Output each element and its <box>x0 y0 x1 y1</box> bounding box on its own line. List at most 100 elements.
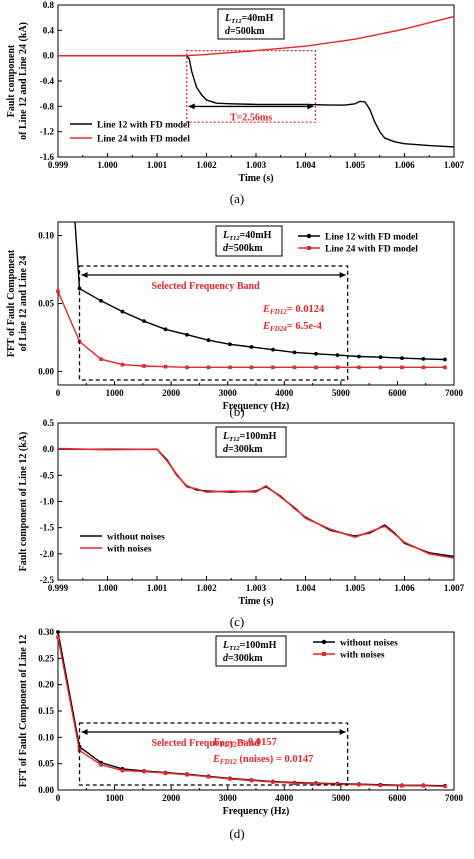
y-tick-label: 0.00 <box>38 366 54 376</box>
y-tick-label: 0.4 <box>43 25 55 35</box>
data-point <box>400 356 404 361</box>
x-tick-label: 1.004 <box>295 160 316 170</box>
y-tick-label: 0.20 <box>38 680 54 690</box>
legend-marker <box>322 652 326 656</box>
data-point <box>120 309 125 314</box>
x-tick-label: 1.002 <box>196 160 217 170</box>
data-point <box>249 778 254 783</box>
info-l-value: =40mH <box>242 13 274 24</box>
data-point <box>120 768 125 773</box>
legend: Line 12 with FD model Line 24 with FD mod… <box>70 121 190 145</box>
x-tick-label: 3000 <box>219 793 238 803</box>
arrow-head-right <box>339 272 346 278</box>
x-tick-label: 1.002 <box>196 583 217 593</box>
data-point <box>249 365 254 370</box>
x-tick-label: 5000 <box>332 388 351 398</box>
x-tick-label: 5000 <box>332 793 351 803</box>
metric-subscript: FD12 <box>220 758 237 766</box>
y-tick-label: 0.00 <box>38 785 54 795</box>
metric-value: = 6.5e-4 <box>287 321 323 332</box>
y-tick-label: 0.05 <box>38 759 54 769</box>
data-point <box>163 364 168 369</box>
panel-caption: (b) <box>229 404 244 419</box>
data-point <box>314 365 318 370</box>
data-point <box>357 354 361 359</box>
info-inductance: LT12=100mH <box>222 431 277 443</box>
metric-label: EFD24= 6.5e-4 <box>262 321 323 333</box>
info-l-subscript: T12 <box>229 436 240 443</box>
info-distance: d=300km <box>223 653 263 664</box>
x-tick-label: 1.006 <box>394 583 415 593</box>
legend-label: without noises <box>340 639 398 649</box>
data-point <box>292 350 297 355</box>
metric-label: EFD12= 0.0124 <box>262 304 325 316</box>
selected-band-box <box>78 265 349 381</box>
x-tick-label: 1.006 <box>394 160 415 170</box>
x-tick-label: 7000 <box>445 793 464 803</box>
info-l-subscript: T12 <box>229 645 240 652</box>
y-axis-label: FFT of Fault Component <box>6 249 17 357</box>
info-d-symbol: d <box>223 653 229 664</box>
legend-label: without noises <box>107 533 165 543</box>
y-axis-label: of Line 12 and Line 24 <box>18 256 29 352</box>
info-l-symbol: L <box>222 640 229 651</box>
x-axis-label: Time (s) <box>238 596 273 607</box>
data-point <box>56 289 60 294</box>
data-point <box>163 327 168 332</box>
info-d-value: =300km <box>228 444 263 455</box>
y-axis-label: Fault component <box>6 44 17 117</box>
y-tick-label: -0.8 <box>40 101 55 111</box>
legend-label: with noises <box>107 545 152 555</box>
info-distance: d=500km <box>223 243 263 254</box>
series-line <box>57 291 445 368</box>
info-l-symbol: L <box>222 230 229 241</box>
data-point <box>421 357 426 361</box>
data-point <box>271 365 275 370</box>
data-point <box>357 365 361 370</box>
metric-subscript: FD24 <box>270 325 287 333</box>
info-distance: d=300km <box>223 444 263 455</box>
info-l-value: =100mH <box>240 640 277 651</box>
data-point <box>378 365 383 370</box>
x-tick-label: 3000 <box>219 388 238 398</box>
data-point <box>378 783 383 788</box>
legend-marker <box>307 246 311 250</box>
arrow-head-left <box>188 103 195 110</box>
metric-symbol: E <box>212 754 220 765</box>
data-point <box>292 781 297 785</box>
metric-symbol: E <box>262 304 270 315</box>
x-tick-label: 1000 <box>106 388 125 398</box>
selected-band-box <box>78 722 349 786</box>
data-point <box>335 353 340 358</box>
panel-a: 0.999 1.000 1.001 1.002 1.003 1.004 1.005 1.006… <box>6 0 465 206</box>
x-tick-label: 1.005 <box>345 160 366 170</box>
info-l-subscript: T12 <box>229 235 240 242</box>
y-tick-label: -0.4 <box>40 76 55 86</box>
x-tick-label: 1.001 <box>147 160 168 170</box>
data-point <box>77 286 82 291</box>
y-tick-label: 0.30 <box>38 627 54 637</box>
info-l-symbol: L <box>224 13 231 24</box>
data-point <box>142 364 146 368</box>
metric-symbol: E <box>262 321 270 332</box>
data-point <box>421 365 426 370</box>
data-point <box>271 347 275 352</box>
data-point <box>443 357 447 362</box>
legend-label: with noises <box>340 651 385 661</box>
y-tick-label: 0.8 <box>43 0 55 10</box>
data-point <box>271 780 275 784</box>
data-point <box>142 319 146 324</box>
x-axis-label: Time (s) <box>238 173 273 184</box>
data-point <box>228 365 232 370</box>
panel-caption: (a) <box>230 191 244 206</box>
legend-label: Line 12 with FD model <box>325 233 418 243</box>
legend-label: Line 12 with FD model <box>97 121 190 131</box>
x-tick-label: 1.007 <box>444 160 465 170</box>
metric-subscript: FD12 <box>270 308 287 316</box>
band-label: Selected Frequency Band <box>151 738 260 749</box>
y-tick-label: -0.5 <box>40 470 55 480</box>
y-tick-label: 0.05 <box>38 299 54 309</box>
info-l-symbol: L <box>222 431 229 442</box>
info-d-symbol: d <box>223 243 229 254</box>
metric-subscript: FD12 <box>220 741 237 749</box>
